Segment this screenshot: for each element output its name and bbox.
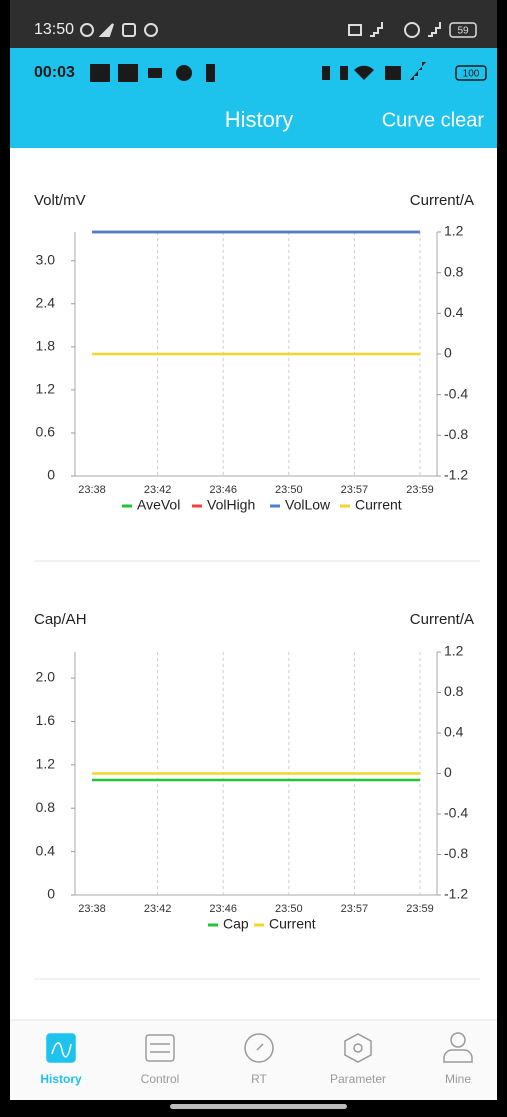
y2-tick-label: -0.8: [444, 426, 468, 442]
y2-tick-label: -1.2: [444, 467, 468, 483]
system-battery: [449, 22, 477, 38]
y-tick-label: 3.0: [36, 251, 56, 267]
x-tick-label: 23:50: [275, 903, 303, 915]
y-tick-label: 0.4: [36, 842, 56, 858]
x-tick-label: 23:46: [209, 484, 237, 496]
legend-label: Current: [355, 497, 402, 513]
y2-axis-title: Current/A: [410, 192, 474, 209]
y2-tick-label: 0: [444, 764, 452, 780]
y-tick-label: 1.6: [36, 712, 56, 728]
y2-tick-label: 0.4: [444, 304, 464, 320]
x-tick-label: 23:59: [406, 903, 434, 915]
y-tick-label: 2.4: [36, 294, 56, 310]
y2-tick-label: 1.2: [444, 643, 464, 659]
x-tick-label: 23:42: [144, 903, 172, 915]
y-tick-label: 0: [47, 886, 55, 902]
y-tick-label: 0.8: [36, 799, 56, 815]
y2-tick-label: 1.2: [444, 223, 464, 239]
y-tick-label: 1.2: [36, 756, 56, 772]
app-battery-level: 100: [463, 69, 480, 80]
nav-label[interactable]: Control: [141, 1072, 180, 1086]
y2-tick-label: 0.4: [444, 724, 464, 740]
y-tick-label: 0.6: [36, 424, 56, 440]
y2-axis-title: Current/A: [410, 611, 474, 628]
system-battery-level: 59: [457, 26, 469, 37]
legend-label: VolLow: [285, 497, 331, 513]
y2-tick-label: 0.8: [444, 683, 464, 699]
x-tick-label: 23:38: [78, 903, 106, 915]
y-tick-label: 2.0: [36, 669, 56, 685]
y-tick-label: 1.8: [36, 338, 56, 354]
y2-tick-label: 0.8: [444, 263, 464, 279]
x-tick-label: 23:50: [275, 484, 303, 496]
legend-label: Cap: [223, 916, 249, 932]
y2-tick-label: -0.4: [444, 385, 468, 401]
app-status-icons: [90, 62, 426, 82]
x-tick-label: 23:57: [341, 903, 369, 915]
nav-label[interactable]: Parameter: [330, 1072, 386, 1086]
x-tick-label: 23:46: [209, 903, 237, 915]
bottom-nav: [10, 1020, 497, 1100]
system-time: 13:50: [34, 21, 74, 38]
curve-clear-button[interactable]: Curve clear: [382, 109, 485, 131]
y-axis-title: Volt/mV: [34, 192, 86, 209]
y2-tick-label: -0.4: [444, 805, 468, 821]
nav-label[interactable]: History: [40, 1072, 82, 1086]
y-tick-label: 0: [47, 467, 55, 483]
legend-label: VolHigh: [207, 497, 255, 513]
legend-label: Current: [269, 916, 316, 932]
y-tick-label: 1.2: [36, 381, 56, 397]
nav-label[interactable]: RT: [251, 1072, 267, 1086]
nav-label[interactable]: Mine: [445, 1072, 471, 1086]
x-tick-label: 23:57: [341, 484, 369, 496]
x-tick-label: 23:59: [406, 484, 434, 496]
legend-label: AveVol: [137, 497, 180, 513]
system-status-bar: [10, 0, 497, 48]
app-status-time: 00:03: [34, 64, 75, 81]
content: [10, 148, 497, 1020]
app-battery: [455, 65, 487, 81]
y-axis-title: Cap/AH: [34, 611, 87, 628]
x-tick-label: 23:38: [78, 484, 106, 496]
y2-tick-label: 0: [444, 345, 452, 361]
y2-tick-label: -1.2: [444, 886, 468, 902]
system-icons: [80, 22, 441, 38]
gesture-bar: [170, 1104, 347, 1109]
y2-tick-label: -0.8: [444, 845, 468, 861]
nav-icons: [46, 1032, 473, 1063]
page-title: History: [225, 107, 293, 132]
x-tick-label: 23:42: [144, 484, 172, 496]
